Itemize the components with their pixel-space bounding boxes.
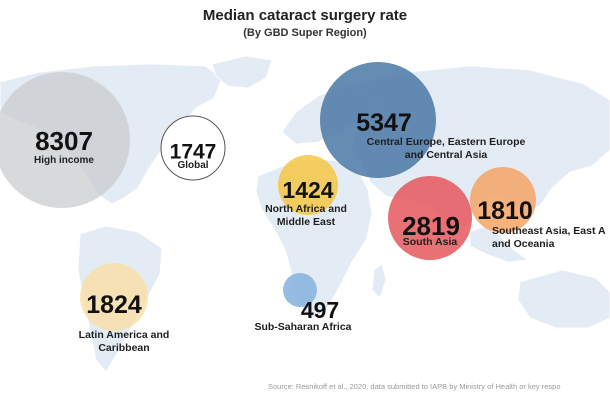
label-latin-america-line-1: Latin America and [79,329,170,341]
landmass-greenland [211,55,273,89]
value-latin-america: 1824 [86,291,142,319]
value-high-income: 8307 [35,126,93,156]
label-sub-saharan-line-1: Sub-Saharan Africa [254,321,351,333]
value-central-europe: 5347 [356,109,412,137]
value-north-africa: 1424 [282,177,333,203]
bubble-global [160,115,226,181]
value-sub-saharan: 497 [301,297,339,323]
label-southeast-asia-line-2: and Oceania [492,238,555,250]
label-latin-america-line-2: Caribbean [98,342,149,354]
bubble-north-africa [278,155,338,215]
value-south-asia: 2819 [402,211,460,241]
chart-title: Median cataract surgery rate [202,7,408,24]
label-south-asia-line-1: South Asia [403,236,458,248]
label-north-africa-line-2: Middle East [277,216,336,228]
label-global-line-1: Global [177,160,208,171]
bubble-high-income [0,72,130,208]
bubble-sub-saharan [283,273,317,307]
label-high-income-line-1: High income [34,155,94,166]
value-global: 1747 [170,140,217,163]
bubble-central-europe [320,62,436,178]
bubble-southeast-asia [470,167,536,233]
region-bubbles [0,62,536,331]
landmass-australia [517,269,610,329]
label-central-europe-line-2: and Central Asia [405,149,488,161]
bubble-south-asia [388,176,472,260]
label-north-africa-line-1: North Africa and [265,203,347,215]
landmass-madagascar [371,263,387,299]
label-southeast-asia-line-1: Southeast Asia, East A [492,225,606,237]
label-central-europe-line-1: Central Europe, Eastern Europe [367,136,526,148]
chart-subtitle: (By GBD Super Region) [243,27,367,39]
value-southeast-asia: 1810 [477,197,533,225]
source-note: Source: Resnikoff et al., 2020, data sub… [268,382,561,391]
bubble-latin-america [80,263,148,331]
